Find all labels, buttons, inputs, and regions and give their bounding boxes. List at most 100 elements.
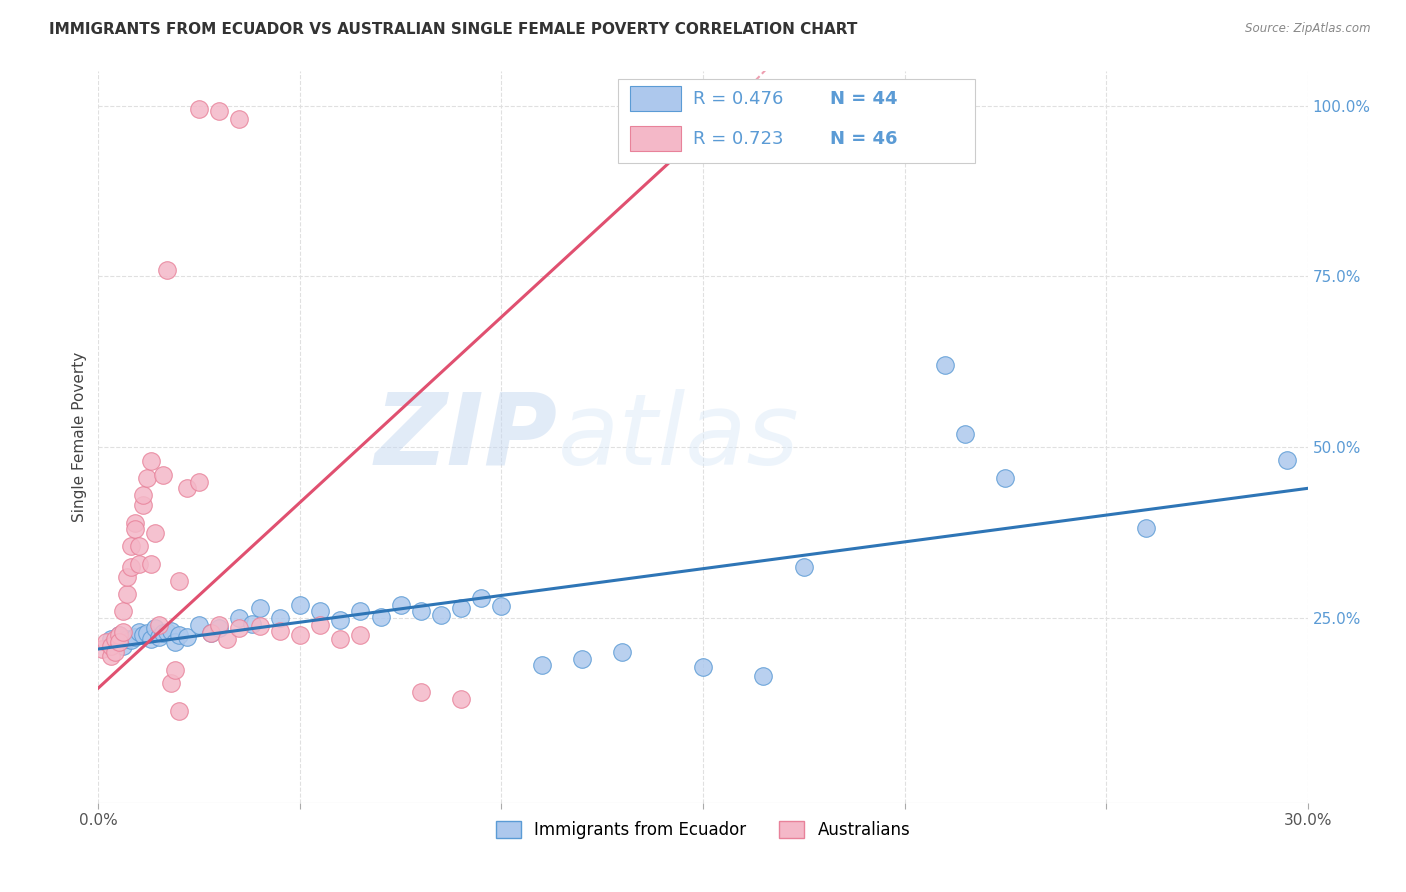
Point bbox=[240, 616, 263, 631]
Point bbox=[1277, 452, 1299, 467]
Point bbox=[132, 499, 155, 513]
Point bbox=[156, 624, 179, 639]
Point bbox=[148, 631, 170, 645]
Point bbox=[143, 622, 166, 636]
Point bbox=[450, 601, 472, 615]
Point bbox=[409, 604, 432, 618]
Point bbox=[389, 598, 412, 612]
FancyBboxPatch shape bbox=[630, 127, 682, 151]
Point bbox=[249, 619, 271, 633]
Point bbox=[228, 112, 250, 127]
FancyBboxPatch shape bbox=[619, 78, 976, 163]
Point bbox=[111, 624, 134, 639]
Point bbox=[228, 622, 250, 636]
Point bbox=[152, 626, 174, 640]
FancyBboxPatch shape bbox=[630, 86, 682, 111]
Point bbox=[163, 663, 186, 677]
Point bbox=[188, 475, 211, 489]
Y-axis label: Single Female Poverty: Single Female Poverty bbox=[72, 352, 87, 522]
Point bbox=[124, 631, 146, 645]
Point bbox=[135, 626, 157, 640]
Point bbox=[139, 454, 162, 468]
Point bbox=[115, 587, 138, 601]
Point bbox=[269, 611, 291, 625]
Point bbox=[208, 618, 231, 632]
Point bbox=[124, 522, 146, 536]
Point bbox=[139, 632, 162, 646]
Text: atlas: atlas bbox=[558, 389, 800, 485]
Point bbox=[1135, 521, 1157, 535]
Point bbox=[208, 103, 231, 118]
Point bbox=[115, 632, 138, 646]
Point bbox=[167, 628, 190, 642]
Point bbox=[160, 624, 183, 638]
Point bbox=[176, 631, 198, 645]
Point bbox=[132, 488, 155, 502]
Point bbox=[91, 642, 114, 657]
Point bbox=[370, 610, 392, 624]
Point bbox=[288, 598, 311, 612]
Point bbox=[120, 633, 142, 648]
Point bbox=[128, 540, 150, 554]
Point bbox=[430, 607, 453, 622]
Point bbox=[139, 557, 162, 571]
Point bbox=[103, 635, 125, 649]
Point bbox=[953, 426, 976, 441]
Point bbox=[200, 626, 222, 640]
Point bbox=[470, 591, 492, 605]
Text: Source: ZipAtlas.com: Source: ZipAtlas.com bbox=[1246, 22, 1371, 36]
Point bbox=[167, 574, 190, 588]
Point bbox=[103, 632, 125, 646]
Point bbox=[692, 660, 714, 674]
Point bbox=[135, 471, 157, 485]
Point bbox=[793, 560, 815, 574]
Point bbox=[96, 635, 118, 649]
Text: R = 0.476: R = 0.476 bbox=[693, 90, 783, 108]
Point bbox=[329, 632, 352, 646]
Point bbox=[128, 624, 150, 639]
Point bbox=[100, 639, 122, 653]
Point bbox=[249, 601, 271, 615]
Point bbox=[409, 685, 432, 699]
Point bbox=[107, 628, 129, 642]
Point bbox=[100, 648, 122, 663]
Point bbox=[107, 635, 129, 649]
Point bbox=[309, 618, 332, 632]
Point bbox=[188, 618, 211, 632]
Point bbox=[269, 624, 291, 638]
Point bbox=[132, 628, 155, 642]
Text: R = 0.723: R = 0.723 bbox=[693, 130, 783, 148]
Point bbox=[309, 604, 332, 618]
Point bbox=[156, 262, 179, 277]
Point bbox=[167, 704, 190, 718]
Point bbox=[934, 359, 956, 373]
Point bbox=[752, 669, 775, 683]
Point bbox=[188, 102, 211, 116]
Point bbox=[571, 652, 593, 666]
Point bbox=[115, 570, 138, 584]
Point bbox=[128, 557, 150, 571]
Point bbox=[160, 676, 183, 690]
Point bbox=[103, 645, 125, 659]
Point bbox=[288, 628, 311, 642]
Point bbox=[124, 516, 146, 530]
Point bbox=[349, 604, 371, 618]
Point bbox=[143, 525, 166, 540]
Point bbox=[120, 540, 142, 554]
Legend: Immigrants from Ecuador, Australians: Immigrants from Ecuador, Australians bbox=[489, 814, 917, 846]
Text: IMMIGRANTS FROM ECUADOR VS AUSTRALIAN SINGLE FEMALE POVERTY CORRELATION CHART: IMMIGRANTS FROM ECUADOR VS AUSTRALIAN SI… bbox=[49, 22, 858, 37]
Point bbox=[200, 626, 222, 640]
Point bbox=[329, 613, 352, 627]
Point bbox=[491, 599, 513, 613]
Point bbox=[176, 481, 198, 495]
Text: N = 46: N = 46 bbox=[830, 130, 897, 148]
Point bbox=[217, 632, 239, 646]
Point bbox=[612, 645, 634, 659]
Point bbox=[994, 471, 1017, 485]
Text: ZIP: ZIP bbox=[375, 389, 558, 485]
Text: N = 44: N = 44 bbox=[830, 90, 897, 108]
Point bbox=[148, 618, 170, 632]
Point bbox=[111, 604, 134, 618]
Point bbox=[349, 628, 371, 642]
Point bbox=[120, 560, 142, 574]
